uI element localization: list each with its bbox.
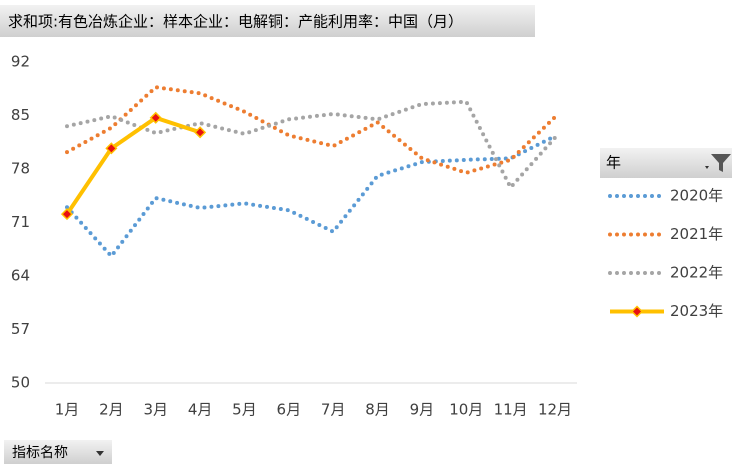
y-tick-label: 92	[11, 53, 30, 71]
x-tick-label: 12月	[538, 401, 572, 419]
legend-label: 2020年	[670, 187, 723, 205]
legend-title: 年	[606, 154, 621, 172]
series-line	[65, 85, 557, 175]
point-marker	[149, 111, 162, 124]
x-tick-label: 4月	[188, 401, 213, 419]
legend-label: 2023年	[670, 302, 723, 320]
y-tick-label: 50	[11, 374, 30, 392]
series-line	[65, 115, 201, 216]
x-tick-label: 1月	[55, 401, 80, 419]
point-marker	[194, 126, 207, 139]
filter-icon	[711, 154, 731, 172]
x-tick-label: 3月	[143, 401, 168, 419]
legend-marker	[630, 305, 644, 318]
x-tick-label: 6月	[277, 401, 302, 419]
dropdown-icon	[96, 451, 104, 456]
x-tick-label: 5月	[232, 401, 257, 419]
x-tick-label: 10月	[449, 401, 483, 419]
point-marker	[105, 142, 118, 155]
y-tick-label: 71	[11, 213, 30, 231]
x-tick-label: 2月	[99, 401, 124, 419]
series-line	[65, 134, 557, 260]
legend-label: 2022年	[670, 264, 723, 282]
legend-label: 2021年	[670, 225, 723, 243]
legend-header[interactable]	[600, 148, 732, 178]
y-tick-label: 64	[11, 267, 30, 285]
dropdown-icon	[705, 166, 709, 169]
chart-title: 求和项:有色冶炼企业：样本企业：电解铜：产能利用率：中国（月）	[8, 13, 463, 31]
y-tick-label: 57	[11, 320, 30, 338]
point-marker	[60, 208, 74, 221]
title-bar	[0, 5, 535, 37]
field-button-label: 指标名称	[12, 445, 68, 461]
y-tick-label: 78	[11, 160, 30, 178]
series-line	[65, 99, 557, 191]
y-tick-label: 85	[11, 106, 30, 124]
x-tick-label: 9月	[410, 401, 435, 419]
x-tick-label: 7月	[321, 401, 346, 419]
x-tick-label: 8月	[365, 401, 390, 419]
x-tick-label: 11月	[494, 401, 528, 419]
field-button[interactable]	[4, 440, 112, 464]
